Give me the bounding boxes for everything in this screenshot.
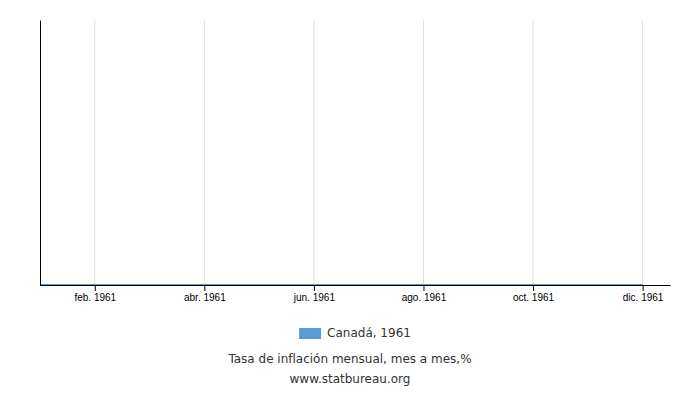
annotation: www.statbureau.org — [290, 372, 411, 386]
grid — [95, 20, 643, 285]
subtitle: Tasa de inflación mensual, mes a mes,% — [227, 352, 471, 366]
y-axis-line — [40, 21, 41, 286]
x-tick-label: jun. 1961 — [293, 292, 336, 303]
x-tick: ago. 1961 — [402, 285, 447, 303]
legend: Canadá, 1961 — [299, 326, 411, 340]
x-tick: dic. 1961 — [623, 285, 664, 303]
legend-label: Canadá, 1961 — [327, 326, 411, 340]
x-axis-line — [41, 285, 671, 286]
x-tick-mark — [204, 285, 205, 291]
x-tick-mark — [533, 285, 534, 291]
x-tick-label: ago. 1961 — [402, 292, 447, 303]
x-axis: feb. 1961 abr. 1961 jun. 1961 ago. 1961 oct.… — [41, 285, 671, 303]
plot: feb. 1961 abr. 1961 jun. 1961 ago. 1961 oct.… — [40, 20, 671, 303]
grid-line — [423, 20, 424, 285]
x-tick-label: dic. 1961 — [623, 292, 664, 303]
grid-line — [204, 20, 205, 285]
grid-line — [94, 20, 95, 285]
chart: feb. 1961 abr. 1961 jun. 1961 ago. 1961 oct.… — [0, 0, 700, 400]
x-tick: feb. 1961 — [74, 285, 116, 303]
legend-item: Canadá, 1961 — [299, 326, 411, 340]
x-tick-label: oct. 1961 — [513, 292, 555, 303]
x-tick: jun. 1961 — [293, 285, 336, 303]
grid-line — [533, 20, 534, 285]
y-axis — [40, 21, 41, 286]
grid-line — [313, 20, 314, 285]
x-tick-mark — [314, 285, 315, 291]
grid-line — [642, 20, 643, 285]
x-tick-mark — [423, 285, 424, 291]
x-tick-label: feb. 1961 — [74, 292, 116, 303]
x-tick-mark — [95, 285, 96, 291]
x-tick-mark — [643, 285, 644, 291]
x-tick-label: abr. 1961 — [184, 292, 226, 303]
x-tick: abr. 1961 — [184, 285, 226, 303]
legend-swatch — [299, 328, 321, 339]
x-tick: oct. 1961 — [513, 285, 555, 303]
